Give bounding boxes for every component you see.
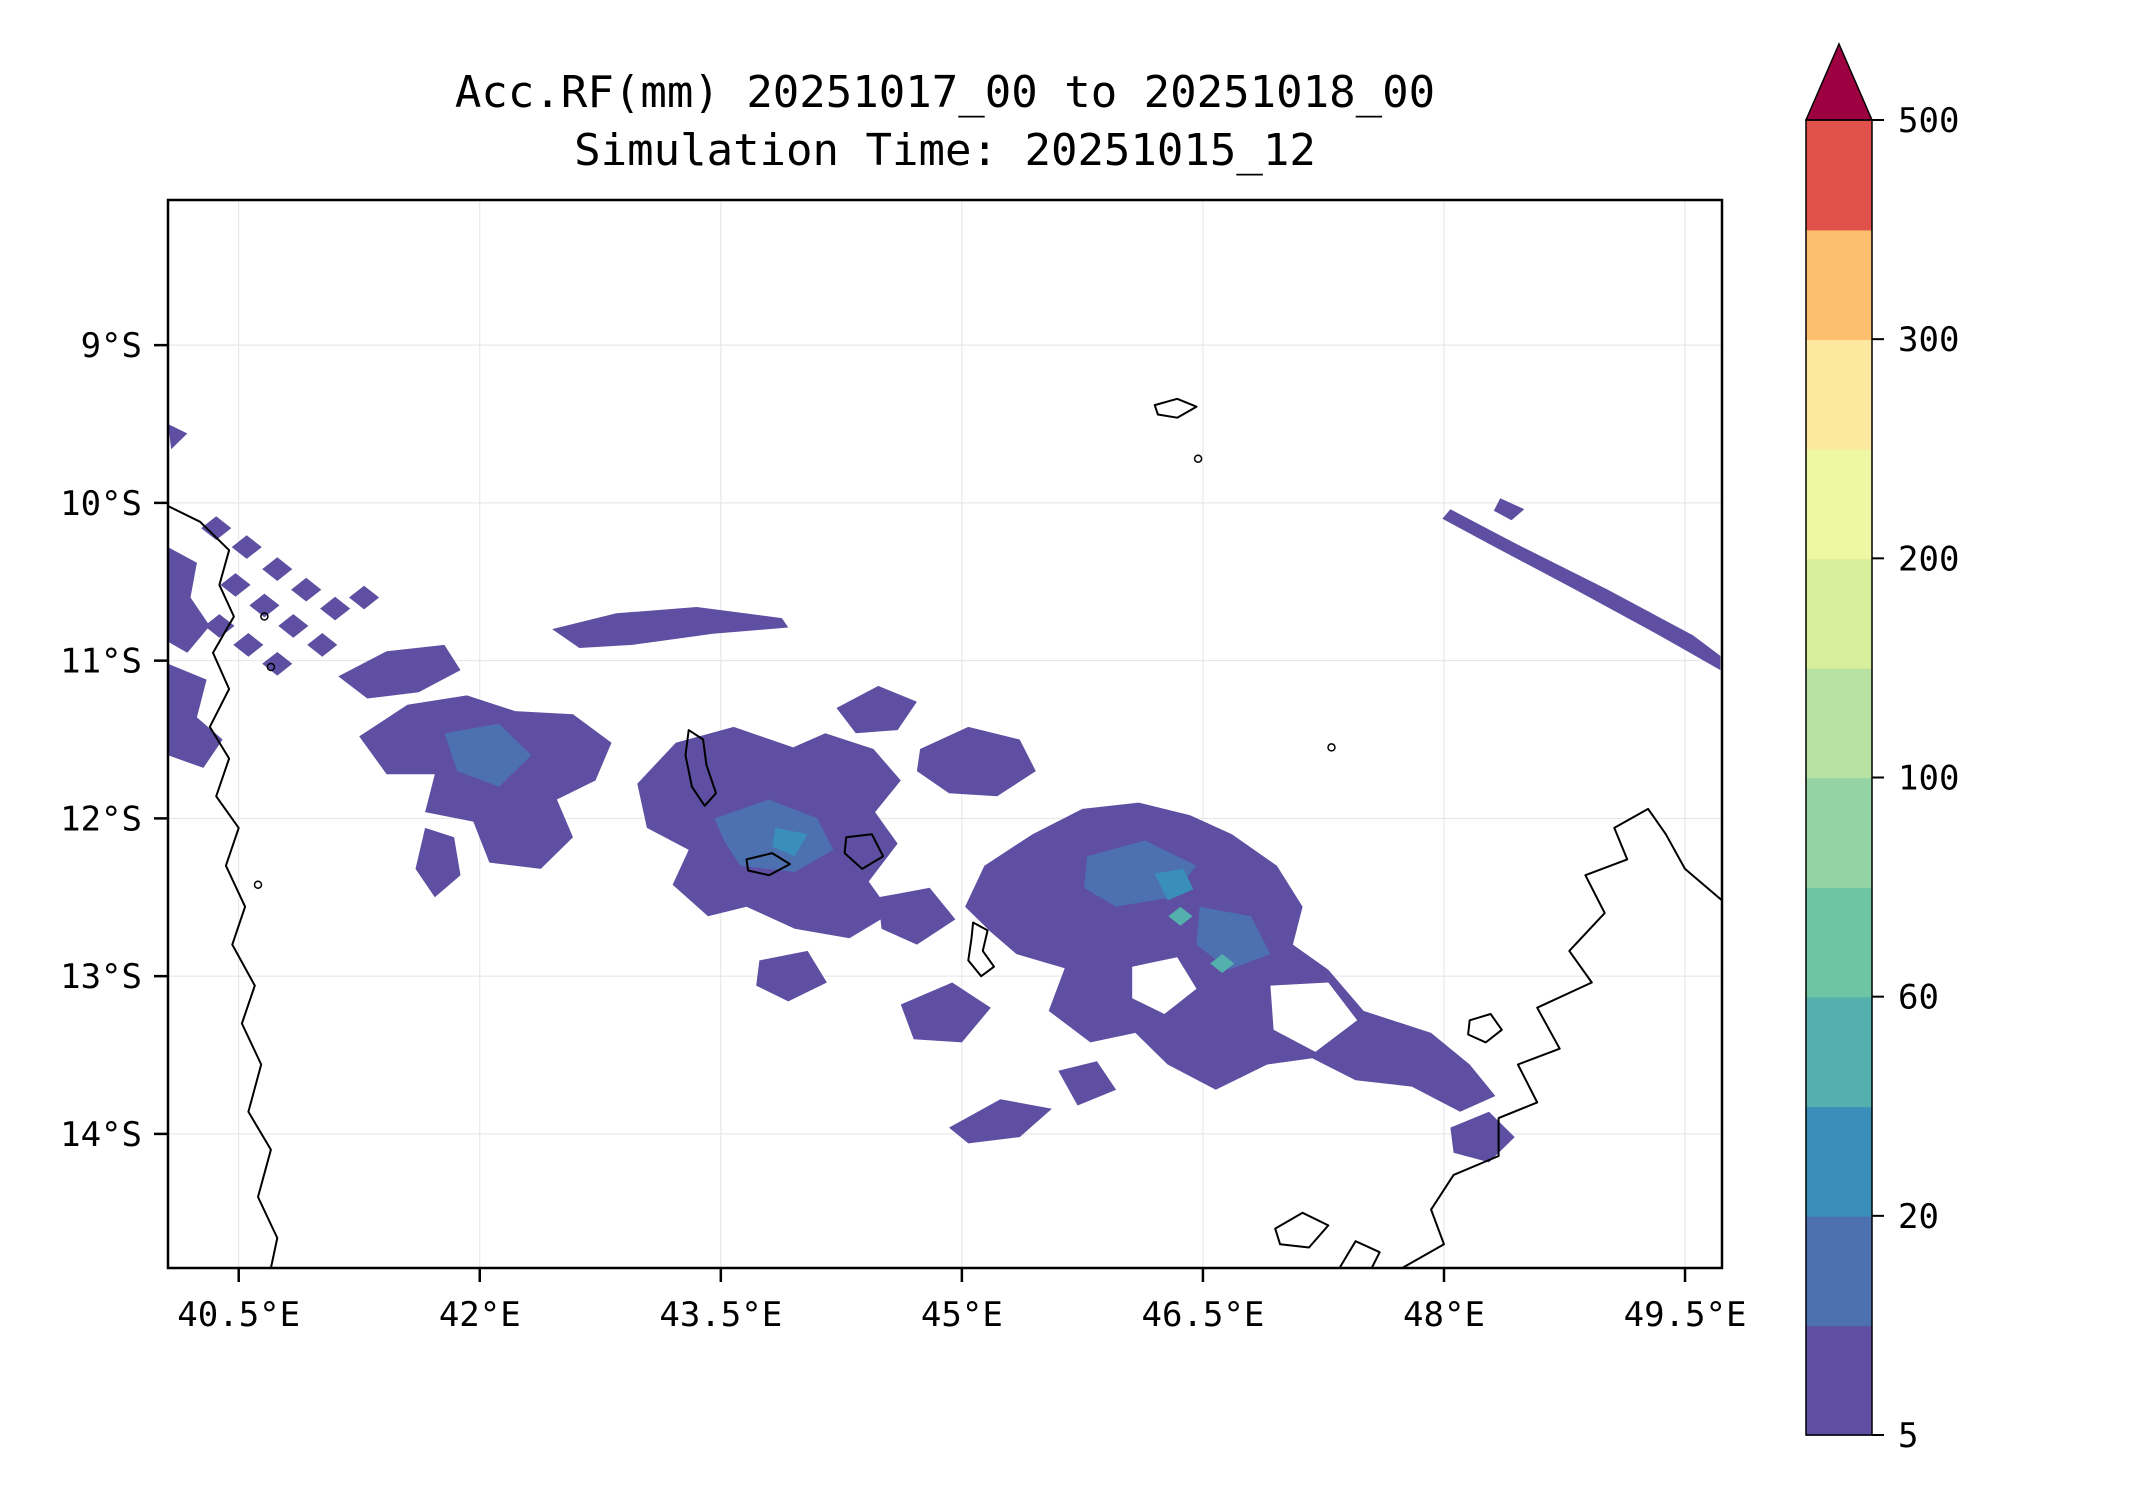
x-axis-tick-label: 48°E <box>1403 1295 1485 1335</box>
rain-contour-left-speck <box>168 424 188 450</box>
island-dot <box>1193 454 1203 463</box>
rain-speckle <box>1210 954 1235 973</box>
rain-contour-inner-mid <box>714 799 834 872</box>
colorbar-segment <box>1806 887 1872 998</box>
rain-contour-lower-447-133 <box>900 982 991 1043</box>
colorbar-over-arrow <box>1804 42 1874 121</box>
colorbar-segment <box>1806 777 1872 888</box>
rain-contour-deep-mid <box>772 827 808 857</box>
colorbar-tick-label: 60 <box>1898 978 1939 1018</box>
x-axis-tick-label: 46.5°E <box>1142 1295 1265 1335</box>
rain-speckle <box>349 585 380 610</box>
y-axis-tick-label: 12°S <box>60 799 142 839</box>
rain-contour-lower-streak <box>949 1099 1052 1144</box>
rain-contour-small-439-130 <box>756 950 827 1002</box>
colorbar-segment <box>1806 120 1872 231</box>
rain-contour-small-vert <box>415 827 461 898</box>
colorbar-tick-label: 20 <box>1898 1197 1939 1237</box>
y-axis-tick-label: 11°S <box>60 642 142 682</box>
rain-contour-ne-streak <box>1442 509 1721 671</box>
x-axis-tick-label: 45°E <box>921 1295 1003 1335</box>
coastline-madagascar-bay <box>1274 1211 1330 1249</box>
island-dot <box>253 880 263 889</box>
colorbar-tick-label: 5 <box>1898 1416 1918 1456</box>
coastline-madagascar-bay-line <box>1338 1240 1381 1269</box>
rain-contour-inner-east-b <box>1196 906 1271 970</box>
coastline-africa <box>167 505 279 1269</box>
rain-contour-ne-dot <box>1493 498 1525 521</box>
rain-contour-inner-left-mid <box>444 723 532 787</box>
rain-contour-hole-east-2 <box>1132 957 1197 1014</box>
rain-contour-small-44-113 <box>836 685 917 734</box>
rain-contour-sliver-43-107 <box>552 607 789 648</box>
y-axis-tick-label: 10°S <box>60 484 142 524</box>
rain-speckle <box>220 573 251 597</box>
x-axis-tick-label: 49.5°E <box>1624 1295 1747 1335</box>
rain-contour-small-457-137 <box>1058 1061 1117 1106</box>
y-axis-tick-label: 13°S <box>60 957 142 997</box>
coastline-mayotte <box>967 921 995 978</box>
rain-speckle <box>233 633 264 657</box>
plot-frame <box>166 198 1724 1270</box>
colorbar-tick-label: 500 <box>1898 101 1959 141</box>
rain-contour-blob-41-11 <box>338 644 461 699</box>
rain-speckle <box>291 577 322 602</box>
x-axis-tick-label: 42°E <box>439 1295 521 1335</box>
coastline-nosy-be <box>1467 1013 1503 1044</box>
colorbar-tick-label: 200 <box>1898 539 1959 579</box>
colorbar-segment <box>1806 1106 1872 1217</box>
y-axis-tick-label: 9°S <box>81 326 142 366</box>
colorbar-tick-label: 100 <box>1898 759 1959 799</box>
colorbar-segment <box>1806 448 1872 560</box>
rain-contour-coast-strip-b <box>168 663 223 768</box>
rain-speckle <box>320 596 351 621</box>
rain-contour-bridge-446-126 <box>878 887 956 945</box>
title-line-1: Acc.RF(mm) 20251017_00 to 20251018_00 <box>454 67 1436 118</box>
colorbar-segment <box>1806 1325 1872 1436</box>
rain-speckle <box>204 614 235 638</box>
rain-speckle <box>249 593 280 618</box>
rain-contour-left-mid-cluster <box>359 695 612 869</box>
rain-speckle <box>307 633 338 657</box>
rain-contour-blob-45-116 <box>916 726 1036 797</box>
coastline-grande-comore <box>684 729 717 807</box>
island-dot <box>1327 743 1336 752</box>
figure-title: Acc.RF(mm) 20251017_00 to 20251018_00 Si… <box>168 64 1722 180</box>
colorbar-segment <box>1806 1215 1872 1327</box>
island-dot <box>260 612 269 621</box>
title-line-2: Simulation Time: 20251015_12 <box>574 125 1316 177</box>
x-axis-tick-label: 43.5°E <box>659 1295 782 1335</box>
rain-contour-hole-east-1 <box>1270 982 1358 1052</box>
rain-contour-coast-strip-a <box>168 547 210 653</box>
colorbar-segment <box>1806 229 1872 340</box>
rain-speckle <box>262 652 293 676</box>
colorbar-tick-label: 300 <box>1898 320 1959 360</box>
coastline-aldabra <box>1153 397 1198 419</box>
rain-speckle <box>201 516 232 540</box>
colorbar-segment <box>1806 558 1872 669</box>
colorbar-segment <box>1806 339 1872 450</box>
rain-contour-madag-coast-blob <box>1450 1111 1515 1163</box>
coastline-anjouan <box>843 833 885 870</box>
y-axis-tick-label: 14°S <box>60 1115 142 1155</box>
island-dot <box>266 662 276 672</box>
rain-speckle <box>262 557 293 581</box>
colorbar-segment <box>1806 667 1872 779</box>
rain-speckle <box>278 614 309 638</box>
rain-contour-deep-east <box>1154 868 1194 901</box>
rain-speckle <box>231 535 262 559</box>
rain-speckle <box>1168 906 1193 926</box>
coastline-madagascar <box>1401 807 1723 1269</box>
coastline-moheli <box>745 852 791 877</box>
colorbar-segment <box>1806 996 1872 1108</box>
x-axis-tick-label: 40.5°E <box>177 1295 300 1335</box>
